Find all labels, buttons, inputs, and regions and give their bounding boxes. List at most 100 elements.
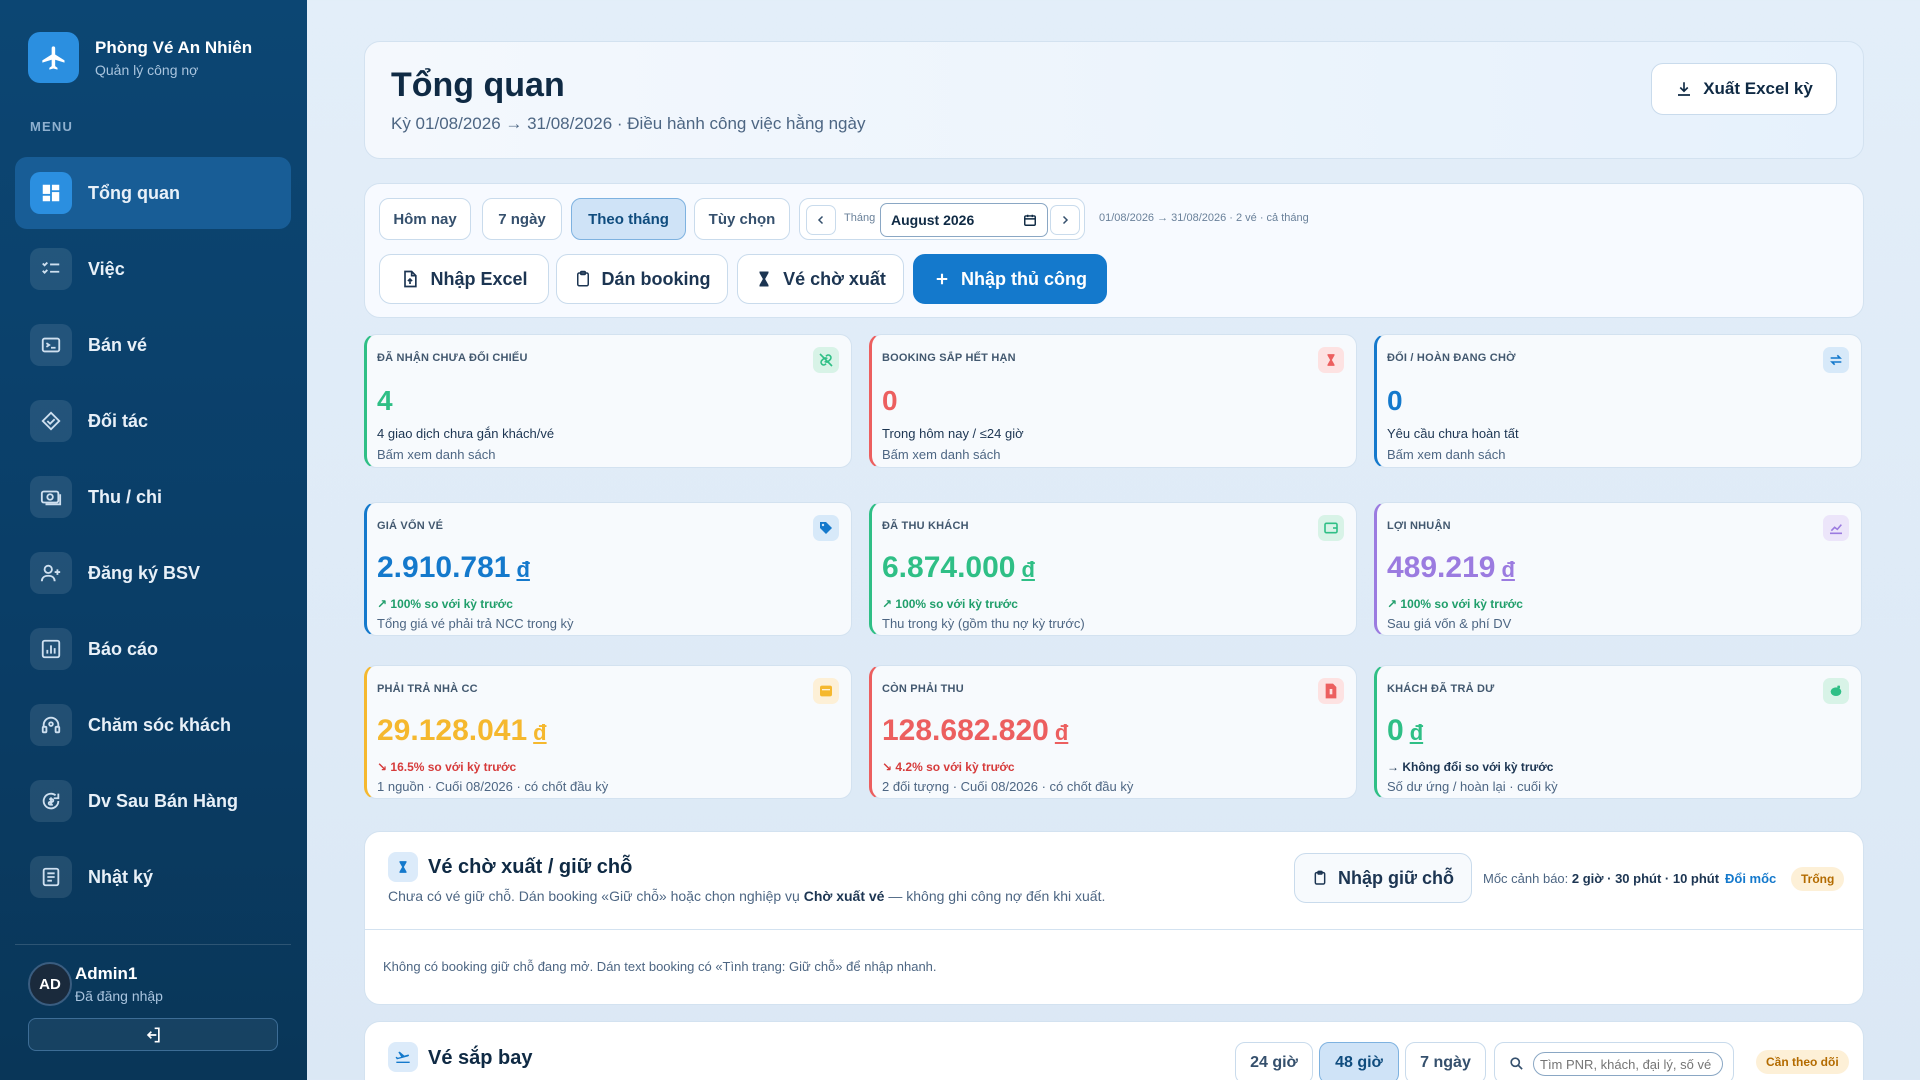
currency-symbol: đ	[1409, 720, 1424, 745]
invoice-icon	[1318, 678, 1344, 704]
stat-card-unreconciled[interactable]: ĐÃ NHẬN CHƯA ĐỐI CHIẾU 4 4 giao dịch chư…	[364, 334, 852, 468]
milestone-label: Mốc cảnh báo:	[1483, 871, 1572, 886]
stat-card-payable-supplier: PHẢI TRẢ NHÀ CC 29.128.041 đ ↘ 16.5% so v…	[364, 665, 852, 799]
month-label: Tháng	[844, 212, 876, 224]
stat-label: BOOKING SẮP HẾT HẠN	[882, 352, 1016, 364]
stat-trend: ↘ 16.5% so với kỳ trước	[377, 760, 517, 774]
range-custom[interactable]: Tùy chọn	[694, 198, 790, 240]
prev-month-button[interactable]	[806, 205, 836, 235]
search-input[interactable]	[1533, 1052, 1723, 1076]
stat-line1: Trong hôm nay / ≤24 giờ	[882, 426, 1024, 441]
sidebar: Phòng Vé An Nhiên Quản lý công nợ MENU T…	[0, 0, 307, 1080]
hold-booking-label: Nhập giữ chỗ	[1337, 867, 1455, 888]
currency-symbol: đ	[1054, 720, 1069, 745]
stat-card-expiring-booking[interactable]: BOOKING SẮP HẾT HẠN 0 Trong hôm nay / ≤2…	[869, 334, 1357, 468]
logout-icon	[146, 1027, 160, 1042]
sidebar-item-cham-soc-khach[interactable]: Chăm sóc khách	[15, 689, 291, 761]
report-icon	[30, 628, 72, 670]
stat-amount: 489.219	[1387, 551, 1496, 584]
plus-icon	[936, 273, 948, 285]
logout-button[interactable]	[28, 1018, 278, 1051]
stat-label: CÒN PHẢI THU	[882, 683, 964, 695]
range-by-month[interactable]: Theo tháng	[571, 198, 686, 240]
change-milestone-link[interactable]: Đổi mốc	[1725, 871, 1777, 886]
stat-value: 2.910.781 đ	[377, 551, 530, 585]
pending-tickets-button[interactable]: Vé chờ xuất	[737, 254, 904, 304]
stat-trend: ↗ 100% so với kỳ trước	[882, 597, 1018, 611]
stat-line2: Bấm xem danh sách	[882, 447, 1001, 462]
sidebar-item-dv-sau-ban-hang[interactable]: Dv Sau Bán Hàng	[15, 765, 291, 837]
paste-booking-button[interactable]: Dán booking	[556, 254, 728, 304]
empty-note: Không có booking giữ chỗ đang mở. Dán te…	[383, 959, 937, 974]
range-today[interactable]: Hôm nay	[379, 198, 471, 240]
sidebar-divider	[15, 944, 291, 945]
sidebar-item-doi-tac[interactable]: Đối tác	[15, 385, 291, 457]
refresh-money-icon	[30, 780, 72, 822]
stat-label: PHẢI TRẢ NHÀ CC	[377, 683, 478, 695]
pending-tickets-label: Vé chờ xuất	[783, 268, 886, 289]
stat-value: 0	[1387, 385, 1403, 416]
brand-subtitle: Quản lý công nợ	[95, 61, 199, 78]
clipboard-icon	[1314, 870, 1326, 885]
section-divider	[365, 929, 1863, 930]
stat-card-receivable: CÒN PHẢI THU 128.682.820 đ ↘ 4.2% so với …	[869, 665, 1357, 799]
month-input[interactable]: August 2026	[880, 203, 1048, 237]
upcoming-range-48h[interactable]: 48 giờ	[1319, 1042, 1399, 1080]
stat-desc: 2 đối tượng · Cuối 08/2026 · có chốt đầu…	[882, 779, 1134, 794]
wallet-icon	[1318, 515, 1344, 541]
sidebar-item-viec[interactable]: Việc	[15, 233, 291, 305]
user-profile: AD Admin1 Đã đăng nhập	[28, 962, 163, 1006]
file-upload-icon	[404, 270, 418, 288]
stat-card-exchange-pending[interactable]: ĐỔI / HOÀN ĐANG CHỜ 0 Yêu cầu chưa hoàn …	[1374, 334, 1862, 468]
upcoming-range-7d[interactable]: 7 ngày	[1405, 1042, 1486, 1080]
stat-desc: Số dư ứng / hoàn lại · cuối kỳ	[1387, 779, 1558, 794]
sidebar-item-label: Nhật ký	[88, 866, 154, 887]
export-excel-button[interactable]: Xuất Excel kỳ	[1651, 63, 1837, 115]
hourglass-icon	[759, 271, 769, 287]
stat-value: 128.682.820 đ	[882, 714, 1068, 748]
sidebar-item-label: Chăm sóc khách	[88, 714, 232, 735]
sidebar-item-bao-cao[interactable]: Báo cáo	[15, 613, 291, 685]
import-excel-button[interactable]: Nhập Excel	[379, 254, 549, 304]
hold-booking-button[interactable]: Nhập giữ chỗ	[1294, 853, 1472, 903]
export-label: Xuất Excel kỳ	[1703, 79, 1813, 98]
stat-card-profit: LỢI NHUẬN 489.219 đ ↗ 100% so với kỳ trướ…	[1374, 502, 1862, 636]
search-icon	[1509, 1056, 1524, 1076]
download-icon	[1678, 82, 1691, 96]
stat-line1: 4 giao dịch chưa gắn khách/vé	[377, 426, 555, 441]
filter-bar: Hôm nay 7 ngày Theo tháng Tùy chọn Tháng…	[364, 183, 1864, 318]
month-picker: Tháng August 2026	[799, 198, 1085, 240]
stat-desc: Tổng giá vé phải trả NCC trong kỳ	[377, 616, 574, 631]
sidebar-item-label: Đối tác	[88, 410, 149, 431]
menu-label: MENU	[30, 119, 74, 134]
sidebar-item-label: Đăng ký BSV	[88, 562, 201, 583]
sidebar-item-dang-ky-bsv[interactable]: Đăng ký BSV	[15, 537, 291, 609]
chevron-left-icon	[817, 215, 824, 225]
stat-desc: 1 nguồn · Cuối 08/2026 · có chốt đầu kỳ	[377, 779, 609, 794]
piggy-icon	[1823, 678, 1849, 704]
sidebar-item-ban-ve[interactable]: Bán vé	[15, 309, 291, 381]
next-month-button[interactable]	[1050, 205, 1080, 235]
sidebar-item-nhat-ky[interactable]: Nhật ký	[15, 841, 291, 913]
range-7-days[interactable]: 7 ngày	[482, 198, 562, 240]
brand: Phòng Vé An Nhiên Quản lý công nợ	[28, 32, 252, 83]
stat-label: GIÁ VỐN VÉ	[377, 520, 444, 532]
stat-trend: ↗ 100% so với kỳ trước	[1387, 597, 1523, 611]
sidebar-item-thu-chi[interactable]: Thu / chi	[15, 461, 291, 533]
desc-bold: Chờ xuất vé	[803, 888, 885, 904]
unlink-icon	[813, 347, 839, 373]
checklist-icon	[30, 248, 72, 290]
plane-icon	[28, 32, 79, 83]
cash-icon	[30, 476, 72, 518]
sidebar-item-label: Dv Sau Bán Hàng	[88, 790, 239, 811]
stat-card-collected: ĐÃ THU KHÁCH 6.874.000 đ ↗ 100% so với kỳ…	[869, 502, 1357, 636]
sidebar-item-label: Thu / chi	[88, 486, 162, 507]
manual-entry-button[interactable]: Nhập thủ công	[913, 254, 1107, 304]
sidebar-item-tong-quan[interactable]: Tổng quan	[15, 157, 291, 229]
upcoming-range-24h[interactable]: 24 giờ	[1235, 1042, 1313, 1080]
user-name: Admin1	[75, 964, 138, 983]
sidebar-item-label: Tổng quan	[88, 182, 180, 203]
dashboard-icon	[30, 172, 72, 214]
hourglass-icon	[1318, 347, 1344, 373]
